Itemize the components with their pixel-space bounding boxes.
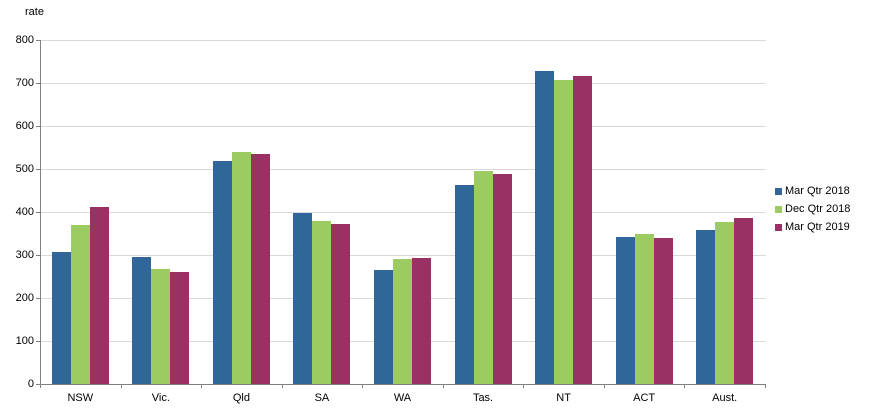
legend-marker-icon xyxy=(775,223,782,231)
x-category-label-ACT: ACT xyxy=(633,392,656,404)
bar-WA-Mar Qtr 2019 xyxy=(412,257,431,384)
y-tickmark-300 xyxy=(36,255,40,256)
legend-item-Dec Qtr 2018: Dec Qtr 2018 xyxy=(775,200,850,218)
y-tick-label-200: 200 xyxy=(15,292,34,304)
y-tickmark-600 xyxy=(36,126,40,127)
y-tick-label-100: 100 xyxy=(15,335,34,347)
x-category-label-Aust.: Aust. xyxy=(712,392,738,404)
bar-Aust.-Mar Qtr 2019 xyxy=(734,218,754,384)
x-tickmark-1 xyxy=(120,384,122,388)
legend-marker-icon xyxy=(775,187,782,195)
y-tickmark-0 xyxy=(36,384,40,385)
bar-Tas.-Mar Qtr 2019 xyxy=(492,173,512,384)
bar-SA-Mar Qtr 2018 xyxy=(293,213,313,384)
bar-Qld-Mar Qtr 2019 xyxy=(250,154,270,384)
x-tickmark-0 xyxy=(40,384,41,388)
bar-Tas.-Dec Qtr 2018 xyxy=(473,170,493,384)
bar-WA-Mar Qtr 2018 xyxy=(374,269,393,384)
bar-NT-Dec Qtr 2018 xyxy=(554,79,574,384)
y-axis-title: rate xyxy=(25,6,44,18)
bar-ACT-Dec Qtr 2018 xyxy=(634,233,654,384)
bar-Qld-Mar Qtr 2018 xyxy=(212,161,232,384)
y-tickmark-700 xyxy=(36,83,40,84)
gridline-300 xyxy=(41,255,766,256)
x-tickmark-7 xyxy=(603,384,605,388)
gridline-700 xyxy=(41,83,766,84)
bar-ACT-Mar Qtr 2019 xyxy=(653,238,673,384)
bar-WA-Dec Qtr 2018 xyxy=(393,258,412,384)
x-tickmark-2 xyxy=(201,384,203,388)
bar-SA-Mar Qtr 2019 xyxy=(331,224,351,384)
bar-Tas.-Mar Qtr 2018 xyxy=(454,185,474,384)
gridline-400 xyxy=(41,212,766,213)
bar-Qld-Dec Qtr 2018 xyxy=(231,152,251,384)
bar-ACT-Mar Qtr 2018 xyxy=(615,236,635,384)
y-tickmark-400 xyxy=(36,212,40,213)
legend: Mar Qtr 2018 Dec Qtr 2018 Mar Qtr 2019 xyxy=(775,182,850,236)
bar-SA-Dec Qtr 2018 xyxy=(312,220,332,384)
bar-Vic.-Mar Qtr 2019 xyxy=(170,272,190,384)
y-tick-label-400: 400 xyxy=(15,206,34,218)
x-category-label-Qld: Qld xyxy=(232,392,250,404)
bar-NSW-Mar Qtr 2019 xyxy=(89,207,109,384)
x-tickmark-3 xyxy=(281,384,283,388)
legend-label: Dec Qtr 2018 xyxy=(785,203,851,215)
bar-NSW-Mar Qtr 2018 xyxy=(51,251,71,384)
y-tick-label-600: 600 xyxy=(15,120,34,132)
y-tickmark-100 xyxy=(36,341,40,342)
y-tickmark-200 xyxy=(36,298,40,299)
legend-item-Mar Qtr 2018: Mar Qtr 2018 xyxy=(775,182,850,200)
bar-NT-Mar Qtr 2019 xyxy=(573,76,593,384)
x-category-label-Tas.: Tas. xyxy=(472,392,494,404)
gridline-500 xyxy=(41,169,766,170)
gridline-800 xyxy=(41,40,766,41)
x-category-label-NT: NT xyxy=(556,392,571,404)
legend-marker-icon xyxy=(775,205,782,213)
bar-NSW-Dec Qtr 2018 xyxy=(70,224,90,384)
x-tickmark-8 xyxy=(684,384,686,388)
x-tickmark-5 xyxy=(442,384,444,388)
bar-Vic.-Mar Qtr 2018 xyxy=(132,256,152,384)
y-tickmark-800 xyxy=(36,40,40,41)
x-category-label-NSW: NSW xyxy=(67,392,94,404)
x-axis-line xyxy=(40,384,766,385)
bar-Vic.-Dec Qtr 2018 xyxy=(151,268,171,384)
x-category-label-WA: WA xyxy=(393,392,412,404)
y-tick-label-500: 500 xyxy=(15,163,34,175)
bar-NT-Mar Qtr 2018 xyxy=(535,71,555,384)
gridline-600 xyxy=(41,126,766,127)
legend-label: Mar Qtr 2018 xyxy=(785,185,850,197)
legend-item-Mar Qtr 2019: Mar Qtr 2019 xyxy=(775,218,850,236)
y-tick-label-700: 700 xyxy=(15,77,34,89)
x-tickmark-9 xyxy=(765,384,766,388)
legend-label: Mar Qtr 2019 xyxy=(785,221,850,233)
x-category-label-SA: SA xyxy=(314,392,330,404)
x-tickmark-4 xyxy=(362,384,364,388)
y-tick-label-300: 300 xyxy=(15,249,34,261)
y-tickmark-500 xyxy=(36,169,40,170)
bar-Aust.-Dec Qtr 2018 xyxy=(715,221,735,384)
y-tick-label-800: 800 xyxy=(15,34,34,46)
y-axis-line xyxy=(40,40,41,385)
bar-Aust.-Mar Qtr 2018 xyxy=(696,230,716,384)
y-tick-label-0: 0 xyxy=(27,378,34,390)
x-category-label-Vic.: Vic. xyxy=(151,392,170,404)
x-tickmark-6 xyxy=(523,384,525,388)
